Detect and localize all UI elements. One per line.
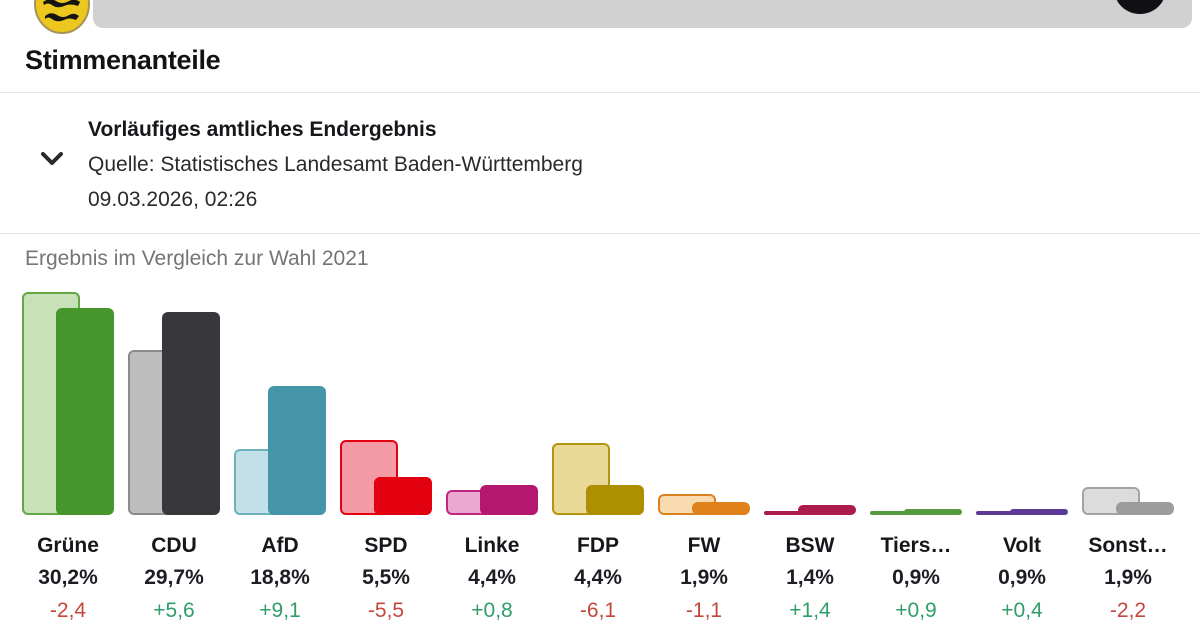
party-name: AfD <box>261 534 299 557</box>
party-name: FW <box>687 534 721 557</box>
party-name: Volt <box>1002 534 1042 557</box>
bar-current <box>1116 502 1174 515</box>
bar-group-fdp <box>552 280 644 515</box>
bar-group-fw <box>658 280 750 515</box>
bar-current <box>1010 509 1068 515</box>
party-diff: +1,4 <box>789 599 831 622</box>
party-value: 0,9% <box>998 566 1046 589</box>
party-value: 4,4% <box>468 566 516 589</box>
bar-current <box>56 308 114 515</box>
divider <box>0 233 1200 234</box>
party-diff: -2,2 <box>1109 599 1147 622</box>
party-name: Linke <box>464 534 520 557</box>
bar-current <box>268 386 326 515</box>
header-bar <box>93 0 1192 28</box>
party-diff: +0,4 <box>1001 599 1043 622</box>
bar-current <box>374 477 432 515</box>
party-name: CDU <box>151 534 197 557</box>
bar-group-sonst <box>1082 280 1174 515</box>
party-value: 5,5% <box>362 566 410 589</box>
party-name: Tiers… <box>880 534 952 557</box>
party-diff: -5,5 <box>367 599 405 622</box>
party-diff: +9,1 <box>259 599 301 622</box>
page-title: Stimmenanteile <box>25 45 221 75</box>
party-name: SPD <box>364 534 408 557</box>
party-name: Grüne <box>37 534 99 557</box>
party-diff: +0,8 <box>471 599 513 622</box>
bar-group-spd <box>340 280 432 515</box>
party-name: FDP <box>577 534 619 557</box>
bar-group-tiers <box>870 280 962 515</box>
bar-group-afd <box>234 280 326 515</box>
party-value: 29,7% <box>144 566 204 589</box>
result-info: Vorläufiges amtliches Endergebnis Quelle… <box>88 112 583 217</box>
party-name: Sonst… <box>1088 534 1168 557</box>
party-diff: -6,1 <box>579 599 617 622</box>
bar-current <box>692 502 750 515</box>
bar-current <box>480 485 538 515</box>
result-source: Quelle: Statistisches Landesamt Baden-Wü… <box>88 153 583 176</box>
divider <box>0 92 1200 93</box>
party-value: 1,4% <box>786 566 834 589</box>
party-value: 0,9% <box>892 566 940 589</box>
party-diff: -1,1 <box>685 599 723 622</box>
party-value: 30,2% <box>38 566 98 589</box>
bar-current <box>162 312 220 515</box>
bar-group-linke <box>446 280 538 515</box>
baden-wuerttemberg-coat-of-arms-icon <box>34 0 90 34</box>
party-value: 1,9% <box>1104 566 1152 589</box>
bar-chart <box>22 280 1188 515</box>
party-diff: +5,6 <box>153 599 195 622</box>
chevron-down-icon[interactable] <box>38 148 66 172</box>
party-value: 4,4% <box>574 566 622 589</box>
bar-group-grne <box>22 280 114 515</box>
bar-current <box>904 509 962 515</box>
result-timestamp: 09.03.2026, 02:26 <box>88 188 258 211</box>
party-name: BSW <box>785 534 835 557</box>
bar-current <box>586 485 644 515</box>
party-diff: +0,9 <box>895 599 937 622</box>
chart-title: Ergebnis im Vergleich zur Wahl 2021 <box>25 247 369 270</box>
bar-group-cdu <box>128 280 220 515</box>
bar-group-bsw <box>764 280 856 515</box>
header-circle-button[interactable] <box>1114 0 1166 14</box>
party-value: 18,8% <box>250 566 310 589</box>
result-status: Vorläufiges amtliches Endergebnis <box>88 118 437 141</box>
bar-group-volt <box>976 280 1068 515</box>
party-value: 1,9% <box>680 566 728 589</box>
bar-current <box>798 505 856 515</box>
party-diff: -2,4 <box>49 599 87 622</box>
